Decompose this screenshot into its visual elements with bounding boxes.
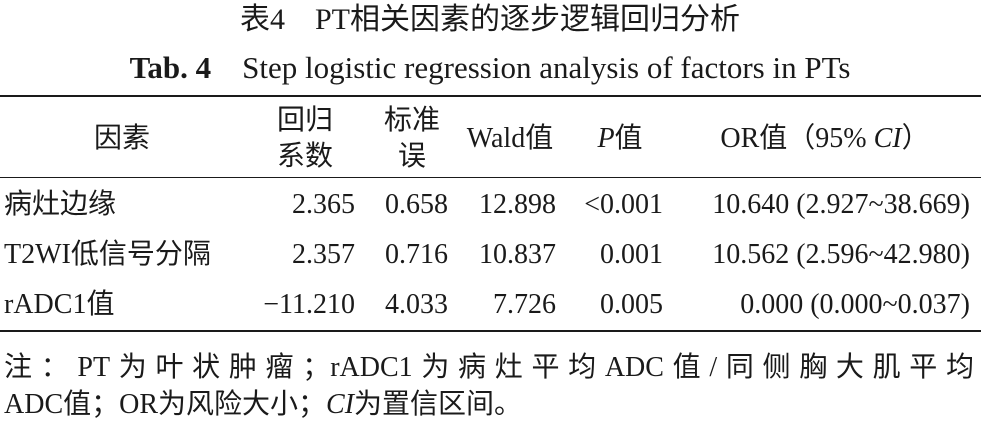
table-cell: rADC1值	[4, 289, 115, 320]
header-text: OR值（95%	[720, 123, 874, 154]
table-cell: 10.837	[479, 239, 556, 270]
table-cell: 0.005	[600, 289, 663, 320]
header-text: ）	[901, 123, 930, 154]
table-cell: 2.357	[292, 239, 355, 270]
header-cell: 误	[397, 141, 427, 172]
table-cell: 4.033	[385, 289, 448, 320]
header-rule	[0, 177, 981, 178]
table-cell: −11.210	[263, 289, 355, 320]
title-en: Tab. 4 Step logistic regression analysis…	[130, 52, 851, 84]
table-cell: 0.658	[385, 189, 448, 220]
header-italic: CI	[873, 123, 902, 154]
note-line: 注：PT为叶状肿瘤；rADC1为病灶平均ADC值/同侧胸大肌平均	[4, 352, 974, 383]
table-cell: 2.365	[292, 189, 355, 220]
table-cell: 10.562 (2.596~42.980)	[712, 239, 970, 270]
note-italic: CI	[326, 389, 355, 420]
note-text: ADC值；OR为风险大小；	[4, 389, 327, 420]
header-text: 值	[614, 123, 643, 154]
table-label: Tab. 4	[129, 50, 212, 85]
header-cell: Wald值	[466, 123, 554, 154]
table-cell: 10.640 (2.927~38.669)	[712, 189, 970, 220]
table-cell: 12.898	[479, 189, 556, 220]
note-text: 为置信区间。	[354, 389, 523, 420]
title-en-text: Step logistic regression analysis of fac…	[242, 50, 851, 85]
top-rule	[0, 95, 981, 97]
header-cell: P值	[597, 123, 642, 155]
header-cell: 标准	[383, 105, 441, 136]
header-cell: 因素	[93, 123, 151, 154]
header-cell: OR值（95% CI）	[720, 123, 929, 155]
table-cell: 病灶边缘	[4, 189, 117, 220]
table-cell: 0.716	[385, 239, 448, 270]
table-cell: <0.001	[584, 189, 663, 220]
table-cell: 7.726	[493, 289, 556, 320]
header-italic: P	[597, 123, 615, 154]
header-cell: 回归	[276, 105, 334, 136]
table-cell: 0.001	[600, 239, 663, 270]
note-line: ADC值；OR为风险大小；CI为置信区间。	[4, 389, 522, 421]
title-cn: 表4 PT相关因素的逐步逻辑回归分析	[239, 3, 741, 36]
bottom-rule	[0, 330, 981, 332]
header-cell: 系数	[276, 141, 334, 172]
table-cell: T2WI低信号分隔	[4, 239, 211, 270]
table-cell: 0.000 (0.000~0.037)	[740, 289, 970, 320]
